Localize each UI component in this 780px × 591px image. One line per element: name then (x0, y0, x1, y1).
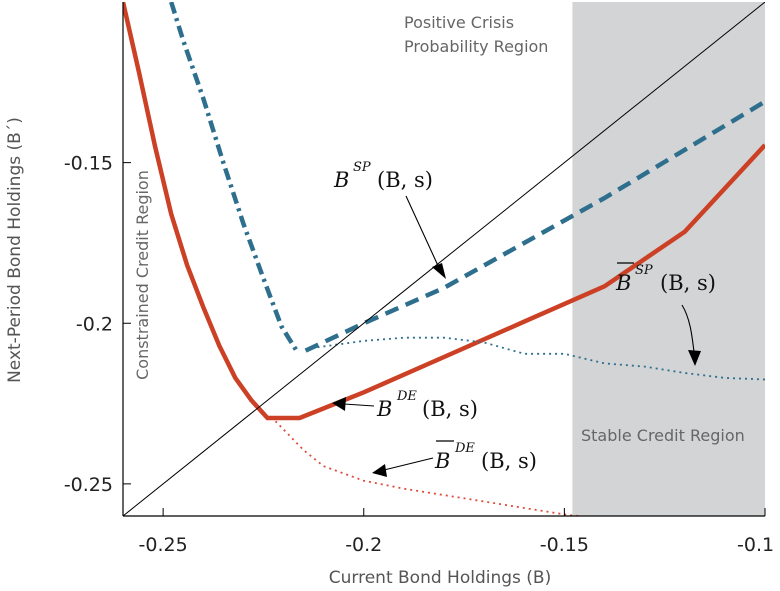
annotation-sp-policy: B SP (B, s) (333, 160, 446, 279)
y-ticks: -0.25 -0.2 -0.15 (64, 153, 131, 496)
x-tick-label: -0.15 (540, 534, 589, 556)
annotation-sp-bound: B SP (B, s) (615, 262, 716, 366)
svg-text:SP: SP (353, 160, 371, 175)
y-axis-label: Next-Period Bond Holdings (B´) (5, 117, 25, 383)
x-ticks: -0.25 -0.2 -0.15 -0.1 (139, 508, 774, 556)
svg-text:B: B (434, 449, 450, 473)
y-tick-label: -0.15 (64, 153, 113, 175)
series-line-0-solid-thick (123, 2, 765, 421)
stable-region-shading (572, 2, 765, 516)
x-tick-label: -0.1 (737, 534, 774, 556)
x-tick-label: -0.25 (139, 534, 188, 556)
x-axis-label: Current Bond Holdings (B) (329, 568, 551, 588)
series-layer (123, 2, 765, 516)
y-tick-label: -0.25 (64, 474, 113, 496)
svg-text:(B, s): (B, s) (422, 397, 478, 421)
stable-credit-label: Stable Credit Region (581, 426, 745, 445)
svg-text:DE: DE (454, 441, 475, 456)
constrained-credit-label: Constrained Credit Region (133, 170, 152, 380)
series-line-3-dotted (305, 336, 765, 381)
svg-text:(B, s): (B, s) (377, 168, 433, 192)
svg-text:B: B (615, 271, 631, 295)
annotation-de-bound: B DE (B, s) (372, 440, 537, 477)
svg-text:B: B (333, 168, 349, 192)
svg-text:(B, s): (B, s) (660, 271, 716, 295)
svg-text:SP: SP (635, 263, 653, 278)
series-line-5-thin (123, 2, 765, 516)
svg-text:DE: DE (396, 389, 417, 404)
svg-text:(B, s): (B, s) (481, 449, 537, 473)
series-line-1-dash-dot (169, 2, 300, 354)
x-tick-label: -0.2 (345, 534, 382, 556)
svg-text:B: B (376, 397, 392, 421)
annotation-de-policy: B DE (B, s) (332, 389, 478, 421)
positive-crisis-label-line1: Positive Crisis (404, 13, 514, 32)
series-line-2-dashed-thick (304, 99, 765, 353)
positive-crisis-label-line2: Probability Region (404, 37, 548, 56)
y-tick-label: -0.2 (76, 313, 113, 335)
series-line-4-dotted (274, 420, 586, 516)
